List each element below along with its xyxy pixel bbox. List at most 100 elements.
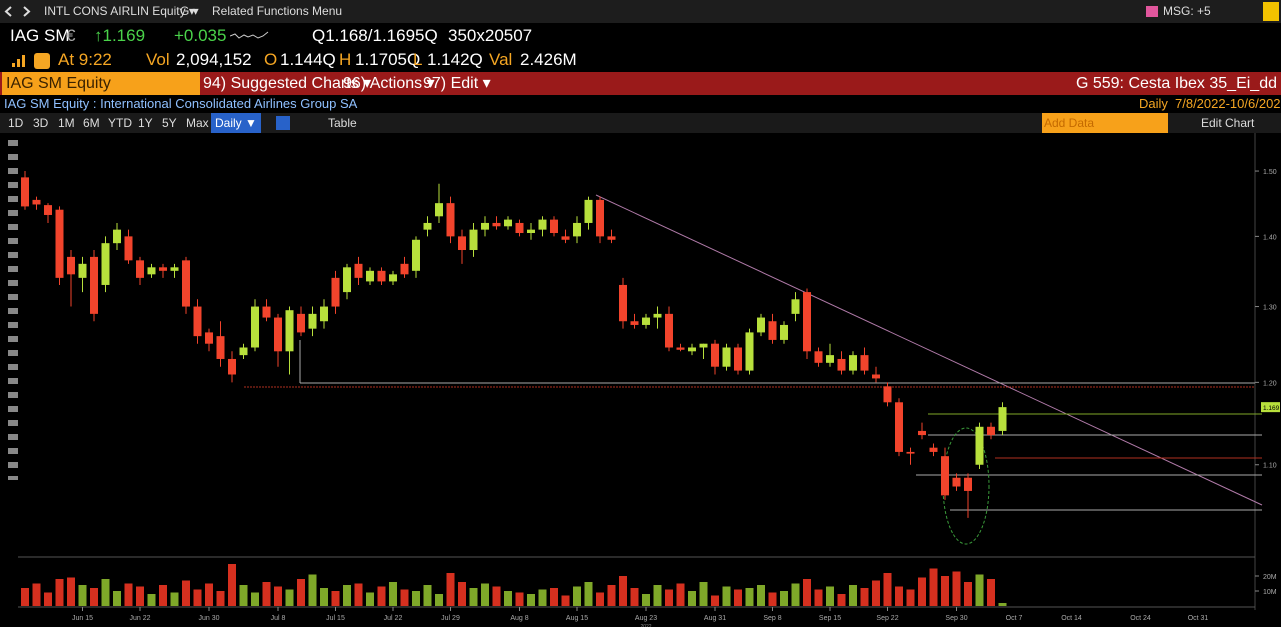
candle-body — [561, 236, 570, 240]
candle-body — [377, 270, 386, 282]
volume-bar — [159, 585, 167, 606]
quote-row: IAG SM € ↑1.169 +0.035 Q1.168/1.1695Q 35… — [0, 24, 1281, 48]
stat-value: 2,094,152 — [176, 50, 252, 69]
x-tick-label: Jul 22 — [384, 615, 403, 622]
stat-value: 1.142Q — [427, 50, 483, 69]
candle-body — [423, 222, 432, 230]
volume-tick-label: 20M — [1263, 574, 1277, 581]
nav-arrows[interactable] — [4, 5, 34, 18]
candle-body — [366, 270, 374, 282]
volume-bar — [849, 585, 857, 606]
volume-bar — [860, 588, 869, 606]
y-tick-label: 1.30 — [1263, 305, 1277, 312]
range-button[interactable]: 5Y — [162, 116, 177, 130]
range-button[interactable]: YTD — [108, 116, 132, 130]
candle-body — [941, 456, 949, 496]
candle-body — [515, 222, 524, 234]
volume-bar — [964, 582, 972, 606]
x-tick-label: Oct 7 — [1006, 615, 1023, 622]
volume-bar — [285, 589, 294, 606]
candle-body — [630, 321, 639, 325]
signal-icons — [12, 53, 50, 69]
candle-body — [860, 355, 869, 371]
stat-label: Val — [489, 50, 513, 69]
table-button[interactable]: Table — [328, 116, 357, 130]
volume-bar — [343, 585, 351, 606]
volume-bar — [124, 583, 133, 606]
candle-body — [101, 243, 110, 285]
volume-bar — [630, 588, 639, 606]
candle-body — [596, 199, 604, 237]
candle-body — [699, 343, 708, 348]
security-field[interactable]: IAG SM Equity — [2, 72, 200, 95]
x-tick-label: Oct 31 — [1188, 615, 1209, 622]
edit-chart[interactable]: Edit Chart — [1201, 116, 1255, 130]
candle-body — [159, 267, 167, 271]
stat-value: 2.426M — [520, 50, 577, 69]
candle-body — [228, 358, 236, 375]
candle-body — [113, 229, 121, 244]
candle-body — [412, 239, 420, 271]
range-button[interactable]: 1Y — [138, 116, 153, 130]
y-tick-label: 1.20 — [1263, 380, 1277, 387]
candle-body — [584, 199, 593, 223]
range-button[interactable]: 3D — [33, 116, 49, 130]
messages[interactable]: MSG: +5 — [1163, 4, 1211, 18]
volume-bar — [366, 592, 374, 606]
range-button[interactable]: 6M — [83, 116, 100, 130]
top-toolbar: INTL CONS AIRLIN Equity ▾ G ▾ Related Fu… — [0, 0, 1281, 23]
candle-body — [446, 203, 455, 237]
candle-body — [343, 267, 351, 293]
add-data[interactable]: Add Data — [1042, 113, 1168, 133]
suggested-charts[interactable]: 94) Suggested Charts ▾ — [203, 75, 372, 92]
candle-body — [21, 177, 29, 207]
candle-body — [642, 317, 650, 325]
candle-body — [32, 199, 41, 205]
security-menu[interactable]: INTL CONS AIRLIN Equity ▾ — [44, 4, 195, 18]
volume-bar — [205, 583, 213, 606]
range-button[interactable]: 1M — [58, 116, 75, 130]
volume-bar — [573, 586, 581, 606]
candle-body — [481, 222, 489, 230]
range-button[interactable]: 1D — [8, 116, 24, 130]
g-menu[interactable]: G ▾ — [180, 4, 199, 18]
volume-bar — [182, 580, 190, 606]
candle-body — [308, 313, 317, 329]
price-change: +0.035 — [174, 26, 227, 45]
volume-bar — [619, 576, 627, 606]
candle-body — [389, 274, 397, 282]
volume-bar — [136, 586, 144, 606]
volume-bar — [101, 579, 110, 606]
volume-bar — [550, 588, 558, 606]
related-menu[interactable]: Related Functions Menu — [212, 4, 343, 18]
volume-bar — [423, 585, 432, 606]
candle-body — [147, 267, 156, 275]
bid-ask-size: 350x20507 — [448, 26, 533, 45]
volume-bar — [768, 592, 777, 606]
chart-type[interactable] — [276, 116, 290, 130]
candle-body — [814, 351, 823, 363]
x-tick-label: Aug 23 — [635, 615, 657, 622]
volume-bar — [147, 594, 156, 606]
volume-bar — [297, 579, 305, 606]
candle-body — [768, 321, 777, 340]
periodicity[interactable]: Daily ▼ — [211, 113, 261, 133]
candle-body — [400, 263, 409, 275]
candle-body — [803, 292, 811, 352]
candle-body — [331, 277, 340, 307]
y-tick-label: 1.50 — [1263, 169, 1277, 176]
candle-body — [883, 386, 892, 403]
last-price-label: 1.169 — [1263, 405, 1280, 412]
candle-body — [239, 347, 248, 356]
candle-body — [987, 426, 995, 436]
drawing-tools[interactable] — [8, 140, 18, 480]
help-icon[interactable] — [1263, 2, 1279, 21]
edit-menu[interactable]: 97) Edit ▾ — [423, 75, 491, 92]
actions-menu[interactable]: 96) Actions ▾ — [343, 75, 435, 92]
volume-bar — [538, 589, 547, 606]
range-button[interactable]: Max — [186, 116, 209, 130]
x-tick-label: Jun 30 — [198, 615, 219, 622]
volume-bar — [400, 589, 409, 606]
volume-bar — [653, 585, 662, 606]
